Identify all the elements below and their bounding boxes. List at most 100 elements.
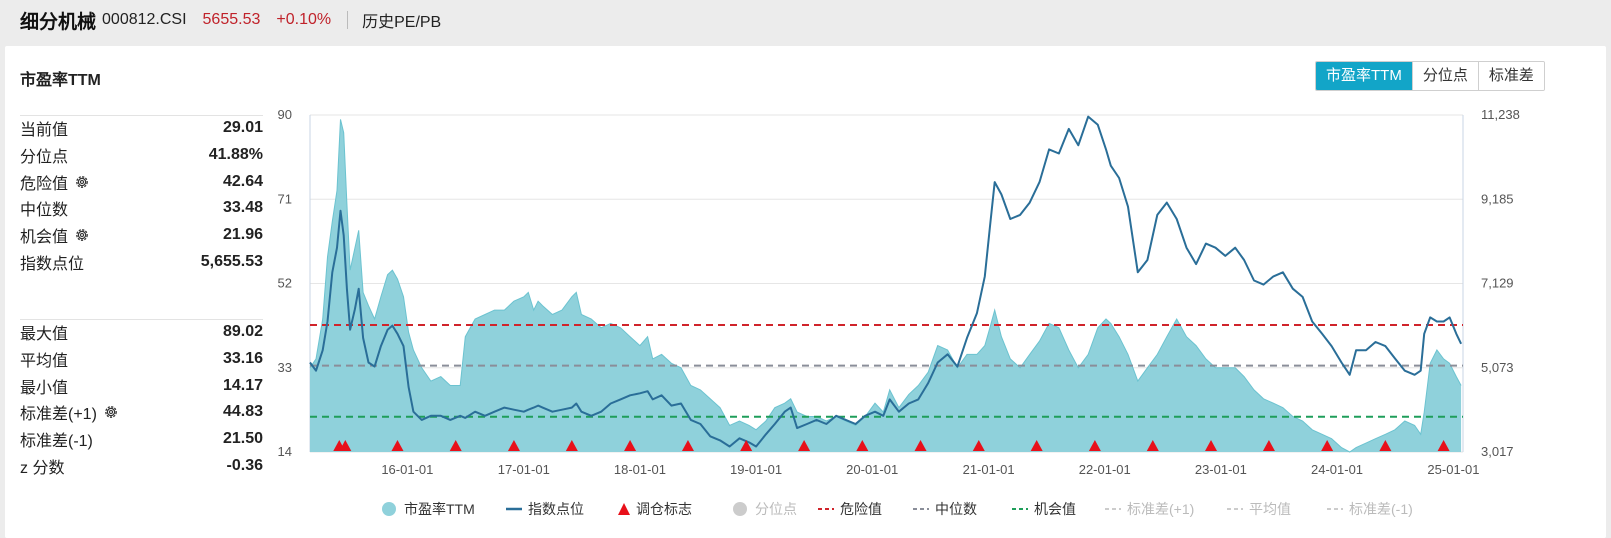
x-tick-label: 25-01-01: [1427, 462, 1479, 477]
rebalance-marker: [914, 440, 927, 451]
stat-row: 平均值 33.16: [20, 346, 263, 373]
stats-current: 当前值 29.01 分位点 41.88% 危险值 42.64 中位数 33.48 机会值 21.9…: [20, 115, 263, 275]
gear-icon[interactable]: [103, 404, 119, 420]
stat-label: 最小值: [20, 374, 68, 398]
stat-label-text: 最大值: [20, 326, 69, 344]
y-left-tick-label: 33: [278, 360, 292, 375]
stat-label: 机会值: [20, 223, 90, 247]
stat-value: 42.64: [222, 172, 263, 190]
legend-label[interactable]: 中位数: [935, 501, 977, 517]
stat-value: 21.50: [222, 430, 263, 448]
legend-label[interactable]: 标准差(+1): [1127, 501, 1194, 517]
stat-row: 最大值 89.02: [20, 319, 263, 346]
stat-label: 标准差(+1): [20, 400, 119, 424]
stat-label-text: 分位点: [20, 149, 69, 167]
rebalance-marker: [740, 440, 753, 451]
gear-icon[interactable]: [74, 174, 90, 190]
x-tick-label: 20-01-01: [846, 462, 898, 477]
legend-label[interactable]: 危险值: [840, 501, 882, 517]
rebalance-marker: [1379, 440, 1392, 451]
tab-pe-ttm[interactable]: 市盈率TTM: [1316, 62, 1412, 90]
stat-label: 危险值: [20, 170, 90, 194]
top-bar: 细分机械 000812.CSI 5655.53 +0.10% 历史PE/PB: [0, 0, 1611, 40]
stat-label: 当前值: [20, 116, 68, 140]
stat-value: 33.16: [222, 350, 263, 368]
index-line: [309, 115, 1463, 448]
stat-value: 21.96: [222, 226, 263, 244]
y-right-tick-label: 9,185: [1481, 191, 1514, 206]
stat-row: 危险值 42.64: [20, 168, 263, 195]
legend-label[interactable]: 平均值: [1249, 501, 1291, 517]
y-left-tick-label: 71: [278, 191, 292, 206]
stat-label-text: 最小值: [20, 379, 69, 397]
stat-label: 平均值: [20, 347, 68, 371]
x-tick-label: 19-01-01: [730, 462, 782, 477]
stats-summary: 最大值 89.02 平均值 33.16 最小值 14.17 标准差(+1) 44.83 标准差(…: [20, 319, 263, 479]
stat-row: 标准差(+1) 44.83: [20, 399, 263, 426]
legend-label[interactable]: 指数点位: [528, 501, 584, 517]
stat-row: 指数点位 5,655.53: [20, 248, 263, 275]
pe-area: [310, 119, 1462, 453]
stat-row: 当前值 29.01: [20, 115, 263, 142]
legend-label[interactable]: 市盈率TTM: [404, 501, 475, 517]
y-right-tick-label: 3,017: [1481, 444, 1514, 459]
stat-label-text: 危险值: [20, 175, 69, 193]
rebalance-marker: [449, 440, 462, 451]
index-price: 5655.53: [202, 11, 261, 28]
x-tick-label: 21-01-01: [963, 462, 1015, 477]
rebalance-marker: [1437, 440, 1450, 451]
stat-label-text: 当前值: [20, 122, 69, 140]
legend-label[interactable]: 分位点: [755, 501, 797, 517]
y-right-tick-label: 7,129: [1481, 276, 1514, 291]
stat-row: 标准差(-1) 21.50: [20, 426, 263, 453]
y-right-tick-label: 11,238: [1481, 107, 1520, 122]
panel-title: 市盈率TTM: [20, 72, 101, 89]
legend-label[interactable]: 标准差(-1): [1349, 501, 1413, 517]
legend-label[interactable]: 调仓标志: [636, 501, 692, 517]
stats-divider: [20, 115, 263, 116]
chart-card: [5, 46, 1606, 538]
stat-label-text: 平均值: [20, 353, 69, 371]
tab-percentile[interactable]: 分位点: [1411, 62, 1478, 90]
legend-label[interactable]: 机会值: [1034, 501, 1076, 517]
stat-label-text: z 分数: [20, 459, 65, 477]
stat-label-text: 标准差(+1): [20, 406, 97, 424]
stat-value: 44.83: [222, 403, 263, 421]
index-code: 000812.CSI: [102, 11, 187, 28]
stat-label: 最大值: [20, 320, 68, 344]
x-tick-label: 24-01-01: [1311, 462, 1363, 477]
rebalance-marker: [856, 440, 869, 451]
index-name: 细分机械: [20, 11, 97, 33]
x-tick-label: 17-01-01: [498, 462, 550, 477]
rebalance-marker: [1146, 440, 1159, 451]
stat-row: 机会值 21.96: [20, 222, 263, 249]
stat-row: z 分数 -0.36: [20, 452, 263, 479]
header-divider: [347, 11, 349, 29]
rebalance-marker: [1262, 440, 1275, 451]
legend-dot-icon: [382, 502, 396, 516]
stat-row: 中位数 33.48: [20, 195, 263, 222]
rebalance-marker: [1205, 440, 1218, 451]
stat-value: 41.88%: [208, 146, 263, 164]
x-tick-label: 16-01-01: [381, 462, 433, 477]
x-tick-label: 23-01-01: [1195, 462, 1247, 477]
rebalance-marker: [624, 440, 637, 451]
history-pe-pb-link[interactable]: 历史PE/PB: [362, 14, 442, 31]
rebalance-marker: [1030, 440, 1043, 451]
rebalance-marker: [391, 440, 404, 451]
stat-label: 分位点: [20, 143, 68, 167]
gear-icon[interactable]: [74, 227, 90, 243]
x-tick-label: 18-01-01: [614, 462, 666, 477]
rebalance-marker: [798, 440, 811, 451]
y-left-tick-label: 14: [278, 444, 292, 459]
x-tick-label: 22-01-01: [1079, 462, 1131, 477]
stat-value: -0.36: [226, 456, 263, 474]
stat-value: 29.01: [222, 119, 263, 137]
y-right-tick-label: 5,073: [1481, 360, 1514, 375]
tab-std-dev[interactable]: 标准差: [1477, 62, 1544, 90]
rebalance-marker: [1088, 440, 1101, 451]
stat-label: 指数点位: [20, 250, 84, 274]
index-change: +0.10%: [276, 11, 332, 28]
y-left-tick-label: 52: [278, 276, 292, 291]
